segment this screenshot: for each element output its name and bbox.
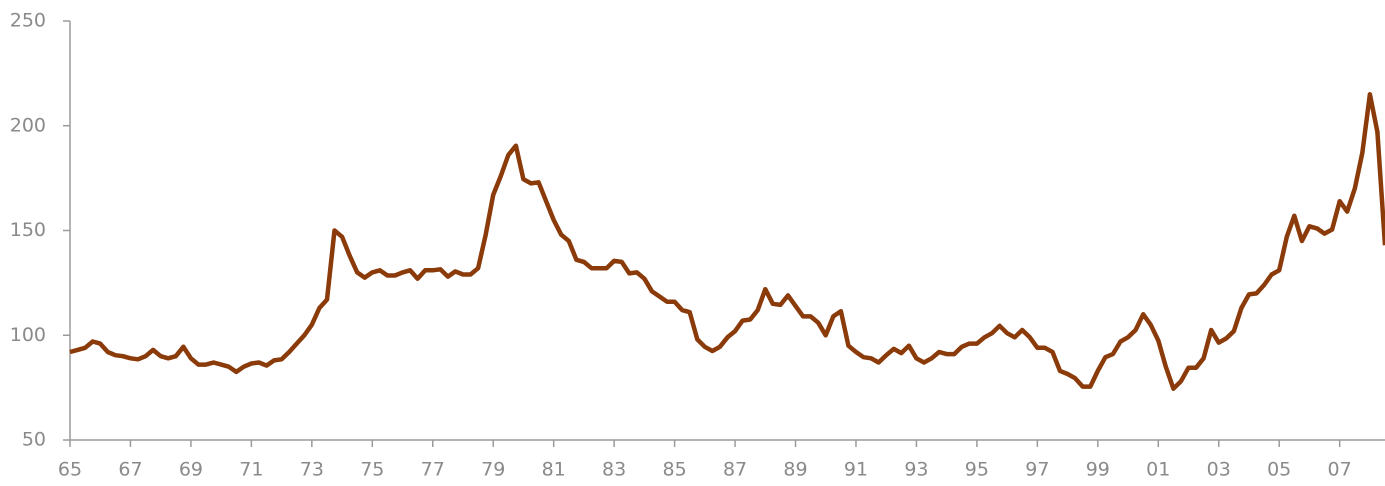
x-tick-label: 99 bbox=[1086, 459, 1110, 481]
x-tick-label: 81 bbox=[542, 459, 566, 481]
x-tick-label: 97 bbox=[1025, 459, 1049, 481]
y-tick-label: 100 bbox=[10, 324, 46, 346]
x-tick-label: 95 bbox=[965, 459, 989, 481]
x-tick-label: 01 bbox=[1146, 459, 1170, 481]
x-tick-label: 07 bbox=[1328, 459, 1352, 481]
x-tick-label: 83 bbox=[602, 459, 626, 481]
x-tick-label: 71 bbox=[239, 459, 263, 481]
x-tick-label: 91 bbox=[844, 459, 868, 481]
x-tick-label: 69 bbox=[179, 459, 203, 481]
x-tick-label: 65 bbox=[58, 459, 82, 481]
x-tick-label: 73 bbox=[300, 459, 324, 481]
y-tick-label: 250 bbox=[10, 10, 46, 32]
y-tick-label: 200 bbox=[10, 114, 46, 136]
x-tick-label: 05 bbox=[1267, 459, 1291, 481]
x-tick-label: 77 bbox=[421, 459, 445, 481]
x-tick-label: 75 bbox=[360, 459, 384, 481]
x-tick-label: 93 bbox=[904, 459, 928, 481]
data-line bbox=[69, 92, 1385, 391]
y-tick-label: 150 bbox=[10, 219, 46, 241]
x-tick-label: 89 bbox=[783, 459, 807, 481]
x-tick-label: 79 bbox=[481, 459, 505, 481]
x-tick-label: 03 bbox=[1207, 459, 1231, 481]
x-tick-label: 87 bbox=[723, 459, 747, 481]
y-tick-label: 50 bbox=[22, 429, 46, 451]
x-tick-label: 67 bbox=[118, 459, 142, 481]
x-tick-label: 85 bbox=[663, 459, 687, 481]
